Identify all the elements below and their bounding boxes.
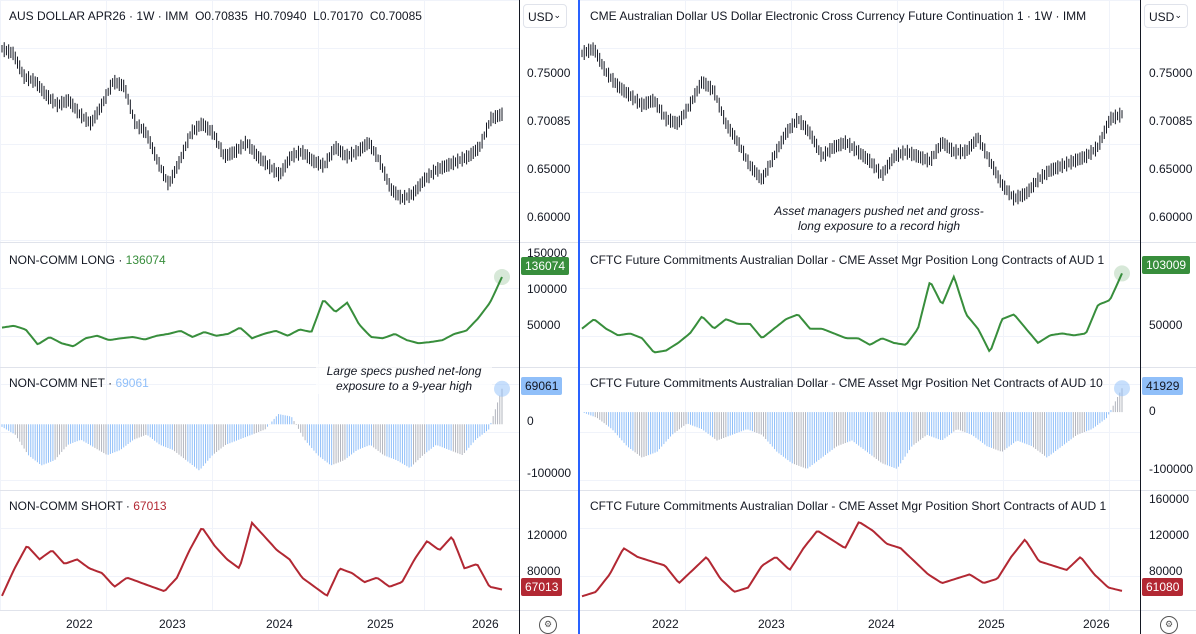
- short-legend-name[interactable]: NON-COMM SHORT: [9, 499, 123, 513]
- short-legend: NON-COMM SHORT · 67013: [9, 499, 167, 513]
- time-tick: 2024: [868, 617, 895, 631]
- short-tick: 120000: [1149, 528, 1190, 542]
- time-tick: 2022: [652, 617, 679, 631]
- time-tick: 2025: [978, 617, 1005, 631]
- short-value-badge: 61080: [1142, 578, 1184, 596]
- price-tick: 0.65000: [527, 162, 571, 176]
- price-tick: 0.65000: [1149, 162, 1193, 176]
- time-tick: 2026: [472, 617, 499, 631]
- left-chart-area[interactable]: [0, 0, 519, 610]
- net-tick: 0: [1149, 404, 1156, 418]
- high-value: H0.70940: [254, 9, 307, 23]
- long-tick: 50000: [527, 318, 561, 332]
- price-legend: AUS DOLLAR APR26 · 1W · IMM O0.70835 H0.…: [9, 9, 422, 23]
- right-net-legend[interactable]: CFTC Future Commitments Australian Dolla…: [590, 376, 1103, 390]
- interval: 1W: [136, 9, 155, 23]
- right-price-legend[interactable]: CME Australian Dollar US Dollar Electron…: [590, 9, 1087, 23]
- time-tick: 2025: [367, 617, 394, 631]
- currency-label: USD: [528, 10, 554, 24]
- right-long-legend[interactable]: CFTC Future Commitments Australian Dolla…: [590, 253, 1105, 267]
- long-legend-value: 136074: [125, 253, 166, 267]
- settings-gear-icon[interactable]: ⚙: [539, 616, 557, 634]
- left-annotation: Large specs pushed net-long exposure to …: [316, 364, 492, 394]
- net-tick: -100000: [1149, 462, 1194, 476]
- long-tick: 100000: [527, 282, 568, 296]
- net-legend-name[interactable]: NON-COMM NET: [9, 376, 105, 390]
- long-line: [1, 276, 503, 348]
- short-line: [581, 521, 1123, 598]
- net-legend: NON-COMM NET · 69061: [9, 376, 149, 390]
- low-value: L0.70170: [313, 9, 364, 23]
- long-value-badge: 136074: [521, 257, 570, 275]
- time-tick: 2023: [758, 617, 785, 631]
- long-legend-name[interactable]: NON-COMM LONG: [9, 253, 115, 267]
- right-short-legend[interactable]: CFTC Future Commitments Australian Dolla…: [590, 499, 1107, 513]
- right-annotation: Asset managers pushed net and gross-long…: [770, 204, 988, 234]
- time-tick: 2022: [66, 617, 93, 631]
- currency-dropdown-left[interactable]: USD ⌄: [523, 4, 567, 28]
- short-line: [1, 520, 503, 597]
- time-tick: 2026: [1083, 617, 1110, 631]
- short-tick: 160000: [1149, 492, 1190, 506]
- net-tick: 0: [527, 414, 534, 428]
- chevron-down-icon: ⌄: [553, 10, 561, 20]
- long-tick: 150000: [527, 246, 568, 260]
- last-point-marker: [494, 380, 510, 397]
- long-tick: 50000: [1149, 318, 1183, 332]
- chevron-down-icon: ⌄: [1174, 10, 1182, 20]
- net-value-badge: 41929: [1142, 377, 1184, 395]
- currency-dropdown-right[interactable]: USD ⌄: [1144, 4, 1188, 28]
- price-tick: 0.75000: [527, 66, 571, 80]
- currency-label: USD: [1149, 10, 1175, 24]
- long-value-badge: 103009: [1142, 256, 1191, 274]
- close-value: C0.70085: [369, 9, 422, 23]
- short-tick: 80000: [527, 564, 561, 578]
- last-point-marker: [1114, 380, 1130, 397]
- exchange: IMM: [165, 9, 189, 23]
- price-tick: 0.75000: [1149, 66, 1193, 80]
- short-legend-value: 67013: [133, 499, 167, 513]
- net-legend-value: 69061: [115, 376, 149, 390]
- settings-gear-icon[interactable]: ⚙: [1160, 616, 1178, 634]
- long-legend: NON-COMM LONG · 136074: [9, 253, 166, 267]
- long-line: [581, 272, 1123, 354]
- short-value-badge: 67013: [521, 578, 563, 596]
- short-tick: 120000: [527, 528, 568, 542]
- price-tick: 0.70085: [1149, 114, 1193, 128]
- open-value: O0.70835: [195, 9, 248, 23]
- symbol-name[interactable]: AUS DOLLAR APR26: [9, 9, 126, 23]
- right-chart-area[interactable]: [579, 0, 1140, 610]
- net-tick: -100000: [527, 466, 572, 480]
- price-tick: 0.70085: [527, 114, 571, 128]
- short-tick: 80000: [1149, 564, 1183, 578]
- pane-divider[interactable]: [578, 0, 580, 634]
- last-point-marker: [1114, 265, 1130, 282]
- price-tick: 0.60000: [527, 210, 571, 224]
- net-value-badge: 69061: [521, 377, 563, 395]
- time-tick: 2023: [159, 617, 186, 631]
- price-tick: 0.60000: [1149, 210, 1193, 224]
- time-tick: 2024: [266, 617, 293, 631]
- last-point-marker: [494, 268, 510, 285]
